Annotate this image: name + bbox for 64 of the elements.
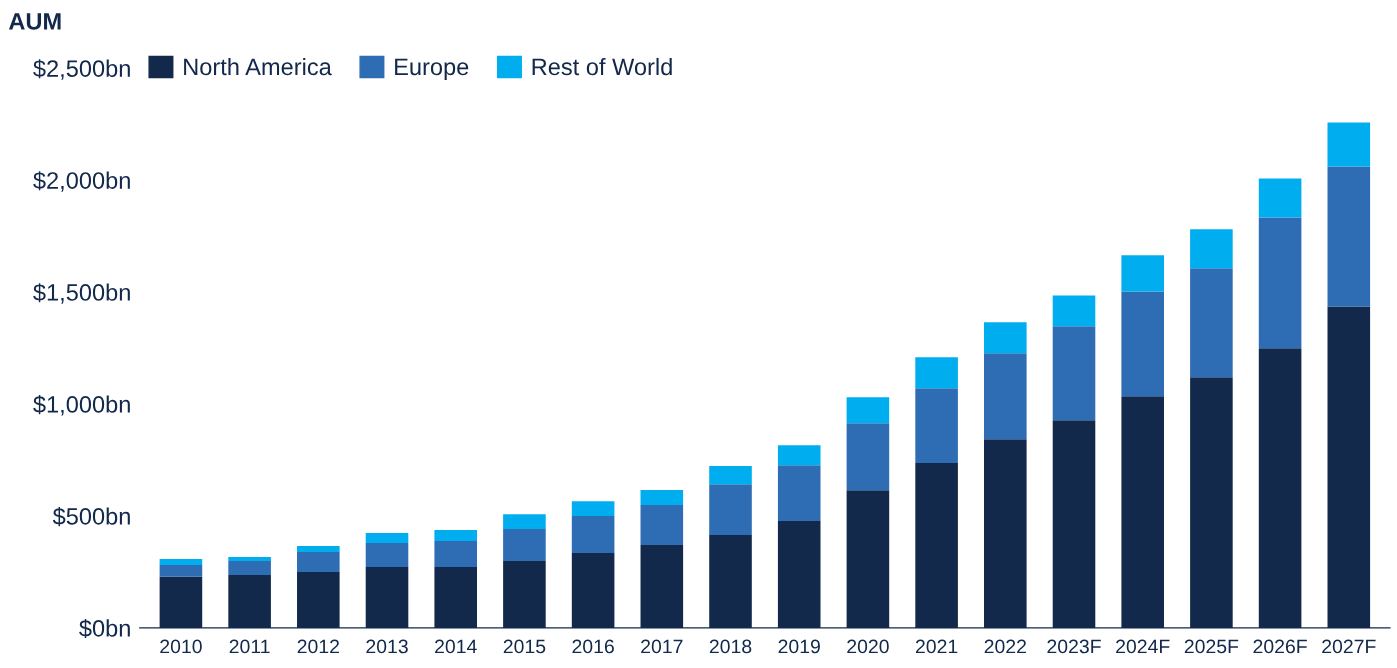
- x-tick-label: 2018: [709, 639, 752, 654]
- bar: [297, 545, 340, 553]
- y-tick-label: $500bn: [52, 507, 130, 527]
- y-tick-label: $2,000bn: [33, 171, 130, 192]
- x-tick-label: 2015: [503, 639, 546, 654]
- bar: [1121, 255, 1164, 292]
- x-tick-label: 2011: [229, 639, 270, 654]
- bar: [1121, 291, 1164, 397]
- bar: [1327, 122, 1371, 167]
- bar: [297, 552, 340, 572]
- bar: [777, 465, 821, 522]
- x-tick-label: 2023F: [1047, 639, 1101, 654]
- bar: [709, 466, 752, 485]
- bar: [228, 556, 271, 561]
- x-tick-label: 2013: [366, 639, 408, 654]
- bar: [709, 484, 752, 535]
- bar: [1327, 166, 1371, 307]
- x-tick-label: 2012: [297, 639, 339, 654]
- bar: [434, 530, 478, 542]
- bar: [1190, 268, 1233, 378]
- bar: [159, 558, 203, 565]
- y-tick-label: $2,500bn: [33, 59, 130, 80]
- bar: [434, 541, 478, 568]
- legend-label: North America: [184, 57, 332, 76]
- bar: [503, 528, 546, 561]
- bar: [571, 501, 615, 516]
- bar: [846, 397, 890, 424]
- y-tick-label: $1,000bn: [33, 395, 130, 416]
- bar: [1052, 326, 1096, 421]
- chart-title: AUM: [8, 13, 61, 30]
- x-tick-label: 2021: [915, 639, 958, 654]
- bar: [159, 565, 203, 577]
- legend-label: Rest of World: [532, 57, 672, 76]
- x-tick-label: 2022: [984, 639, 1026, 654]
- bar: [365, 543, 409, 568]
- bar: [503, 514, 546, 529]
- bar: [915, 388, 958, 464]
- bar: [640, 504, 684, 546]
- x-tick-label: 2025F: [1184, 639, 1239, 654]
- x-tick-label: 2027F: [1322, 639, 1376, 654]
- x-tick-label: 2024F: [1116, 639, 1170, 654]
- bar: [777, 445, 821, 466]
- x-tick-label: 2010: [160, 639, 202, 654]
- bar: [228, 560, 271, 576]
- x-tick-label: 2017: [641, 639, 683, 654]
- bar: [915, 357, 958, 389]
- x-tick-label: 2014: [435, 639, 477, 654]
- y-tick-label: $0bn: [79, 619, 130, 639]
- bar: [1052, 295, 1096, 327]
- x-tick-label: 2020: [847, 639, 889, 654]
- bar: [1258, 217, 1302, 349]
- bar: [571, 515, 615, 553]
- bar: [1190, 229, 1233, 269]
- x-tick-label: 2026F: [1253, 639, 1307, 654]
- bar: [984, 353, 1027, 440]
- x-tick-label: 2019: [778, 639, 820, 654]
- y-tick-label: $1,500bn: [33, 283, 130, 304]
- x-tick-label: 2016: [572, 639, 614, 654]
- legend-label: Europe: [395, 58, 469, 80]
- bar: [984, 322, 1027, 354]
- bar: [846, 423, 890, 491]
- bar: [1258, 178, 1302, 218]
- bar: [640, 489, 684, 505]
- bar: [365, 532, 409, 544]
